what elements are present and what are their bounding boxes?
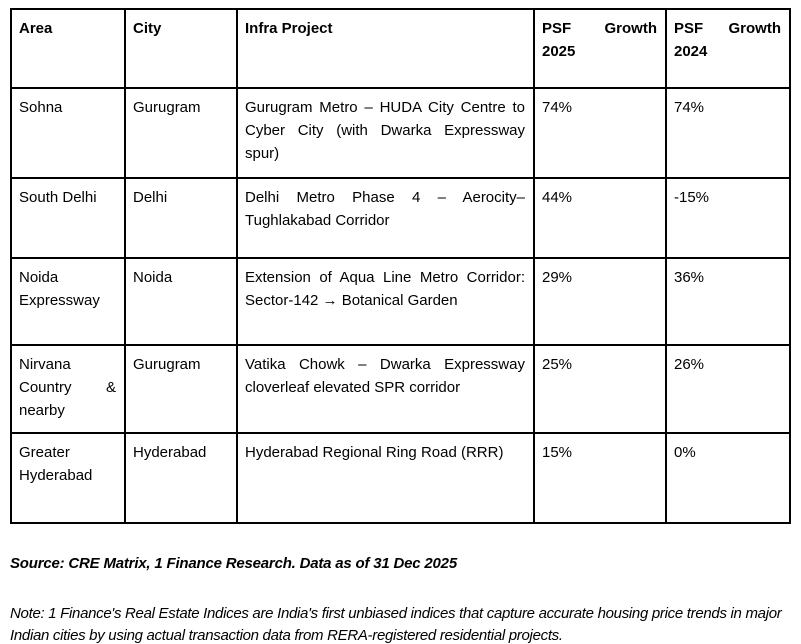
cell-psf-2024: -15% [665,177,791,259]
cell-infra-project: Hyderabad Regional Ring Road (RRR) [236,432,535,524]
cell-area: Nirvana Country & nearby [10,344,126,434]
header-cell-area: Area [10,8,126,89]
cell-psf-2024: 0% [665,432,791,524]
table-header-row: Area City Infra Project PSF Growth 2025 … [10,8,791,89]
cell-area: Sohna [10,87,126,179]
cell-psf-2025: 44% [533,177,667,259]
cell-city: Hyderabad [124,432,238,524]
infra-projects-table: Area City Infra Project PSF Growth 2025 … [10,8,791,524]
table-row: South Delhi Delhi Delhi Metro Phase 4 – … [10,177,791,259]
cell-psf-2025: 15% [533,432,667,524]
header-cell-psf-growth-2025: PSF Growth 2025 [533,8,667,89]
cell-psf-2024: 74% [665,87,791,179]
cell-area: Greater Hyderabad [10,432,126,524]
cell-city: Gurugram [124,87,238,179]
cell-infra-project: Gurugram Metro – HUDA City Centre to Cyb… [236,87,535,179]
header-cell-psf-growth-2024: PSF Growth 2024 [665,8,791,89]
table-row: Nirvana Country & nearby Gurugram Vatika… [10,344,791,434]
cell-infra-project: Extension of Aqua Line Metro Corridor: S… [236,257,535,346]
header-cell-infra-project: Infra Project [236,8,535,89]
cell-area: Noida Expressway [10,257,126,346]
table-row: Sohna Gurugram Gurugram Metro – HUDA Cit… [10,87,791,179]
cell-psf-2024: 26% [665,344,791,434]
source-attribution: Source: CRE Matrix, 1 Finance Research. … [10,555,457,572]
cell-psf-2025: 29% [533,257,667,346]
cell-psf-2025: 25% [533,344,667,434]
table-row: Greater Hyderabad Hyderabad Hyderabad Re… [10,432,791,524]
cell-psf-2025: 74% [533,87,667,179]
cell-city: Delhi [124,177,238,259]
cell-area: South Delhi [10,177,126,259]
table-row: Noida Expressway Noida Extension of Aqua… [10,257,791,346]
cell-infra-project: Vatika Chowk – Dwarka Expressway cloverl… [236,344,535,434]
cell-infra-project: Delhi Metro Phase 4 – Aerocity–Tughlakab… [236,177,535,259]
cell-city: Noida [124,257,238,346]
header-cell-city: City [124,8,238,89]
footnote: Note: 1 Finance's Real Estate Indices ar… [10,605,782,644]
cell-city: Gurugram [124,344,238,434]
cell-psf-2024: 36% [665,257,791,346]
